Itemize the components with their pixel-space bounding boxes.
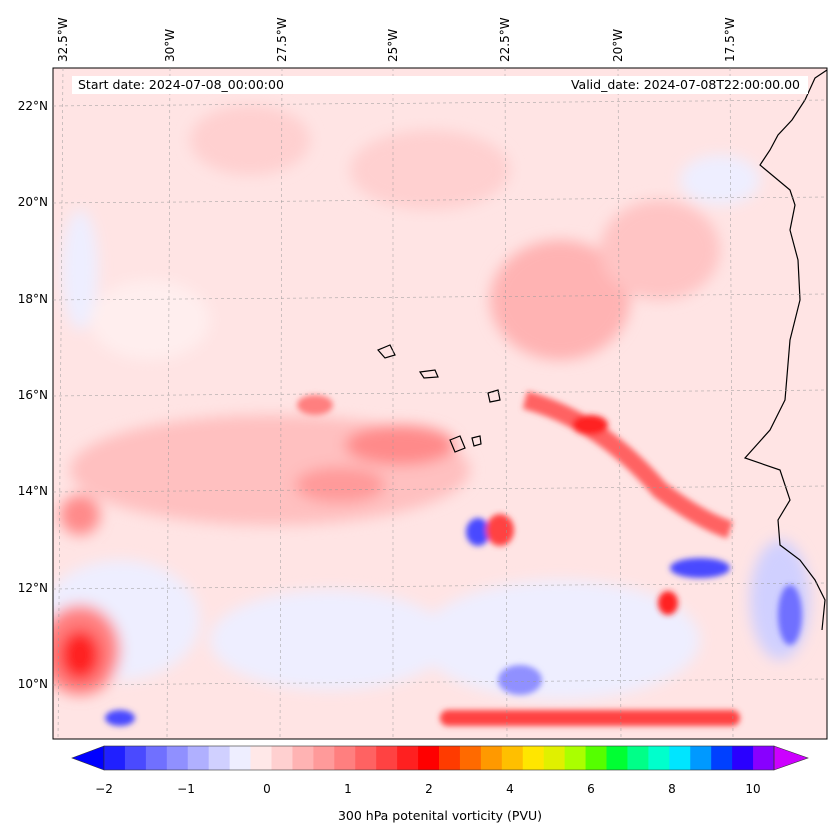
lat-label: 20°N	[17, 195, 48, 209]
colorbar-swatch	[690, 746, 712, 770]
lat-label: 22°N	[17, 99, 48, 113]
lat-label: 10°N	[17, 677, 48, 691]
colorbar-swatch	[522, 746, 545, 770]
colorbar-tick-label: 2	[425, 782, 433, 796]
colorbar-swatch	[397, 746, 419, 770]
colorbar-swatch	[208, 746, 231, 770]
lat-label: 18°N	[17, 292, 48, 306]
lat-label: 14°N	[17, 484, 48, 498]
coastlines	[376, 69, 828, 631]
colorbar-swatch	[606, 746, 628, 770]
colorbar-swatch	[418, 746, 440, 770]
colorbar-swatch	[355, 746, 377, 770]
colorbar-swatch	[124, 746, 147, 770]
colorbar-swatch	[732, 746, 754, 770]
lon-label: 20°W	[611, 28, 625, 62]
colorbar-swatch	[292, 746, 314, 770]
colorbar-swatch	[145, 746, 168, 770]
colorbar-swatch	[313, 746, 335, 770]
colorbar-swatch	[501, 746, 524, 770]
colorbar-swatch	[187, 746, 210, 770]
lon-label: 32.5°W	[56, 17, 70, 62]
colorbar-swatch	[229, 746, 251, 770]
lat-label: 12°N	[17, 581, 48, 595]
colorbar-tick-label: 10	[745, 782, 761, 796]
colorbar-swatch	[669, 746, 691, 770]
colorbar-swatch	[459, 746, 482, 770]
colorbar-swatch	[334, 746, 356, 770]
lon-label: 30°W	[163, 28, 177, 62]
colorbar-swatch	[104, 746, 126, 770]
valid-date: Valid_date: 2024-07-08T22:00:00.00	[570, 77, 800, 92]
colorbar-swatch	[564, 746, 586, 770]
colorbar-swatch	[627, 746, 649, 770]
colorbar-swatch	[250, 746, 272, 770]
colorbar-swatch	[543, 746, 566, 770]
start-date: Start date: 2024-07-08_00:00:00	[78, 77, 284, 92]
pv-field	[53, 68, 827, 739]
colorbar-swatch	[166, 746, 189, 770]
colorbar-swatch	[271, 746, 293, 770]
colorbar-extend-max	[773, 745, 809, 771]
lon-label: 22.5°W	[498, 17, 512, 62]
colorbar-swatch	[376, 746, 398, 770]
lat-label: 16°N	[17, 388, 48, 402]
date-banner: Start date: 2024-07-08_00:00:00 Valid_da…	[72, 76, 808, 94]
colorbar-swatch	[648, 746, 670, 770]
colorbar-tick-label: 6	[587, 782, 595, 796]
colorbar-tick-label: −1	[177, 782, 195, 796]
lon-label: 25°W	[386, 28, 400, 62]
lon-label: 17.5°W	[723, 17, 737, 62]
colorbar	[71, 745, 809, 771]
colorbar-swatch	[480, 746, 503, 770]
map-frame	[52, 67, 828, 740]
lon-label: 27.5°W	[275, 17, 289, 62]
colorbar-tick-label: 8	[668, 782, 676, 796]
gridlines	[52, 67, 828, 740]
colorbar-tick-label: −2	[95, 782, 113, 796]
colorbar-extend-min	[71, 745, 105, 771]
colorbar-swatch	[753, 746, 775, 770]
colorbar-label: 300 hPa potenital vorticity (PVU)	[337, 808, 543, 823]
colorbar-tick-label: 0	[263, 782, 271, 796]
colorbar-swatch	[711, 746, 733, 770]
colorbar-tick-label: 4	[506, 782, 514, 796]
colorbar-swatch	[585, 746, 607, 770]
colorbar-frame	[103, 745, 775, 771]
colorbar-tick-label: 1	[344, 782, 352, 796]
colorbar-swatch	[439, 746, 461, 770]
